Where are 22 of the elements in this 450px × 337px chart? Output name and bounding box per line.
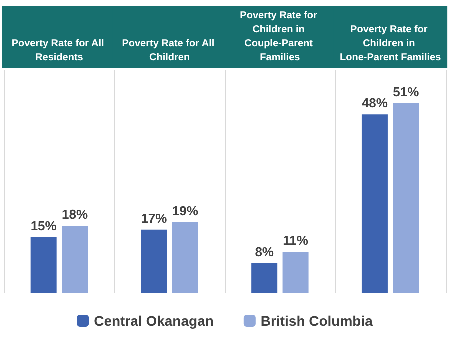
x-tick-label: Poverty Rate for Children in Lone-Parent Families (340, 24, 442, 64)
data-label: 17% (141, 210, 168, 226)
bar (62, 226, 88, 293)
data-label: 15% (30, 218, 58, 234)
data-label: 51% (393, 84, 420, 100)
legend-label: British Columbia (260, 313, 374, 329)
bar (362, 114, 388, 293)
bar (30, 237, 57, 293)
bar (141, 230, 168, 293)
bar (172, 222, 198, 293)
data-label: 18% (62, 207, 88, 222)
data-label: 11% (283, 233, 309, 248)
x-tick-label: Poverty Rate for All Children (122, 38, 218, 64)
data-label: 8% (255, 244, 274, 260)
data-label: 48% (362, 96, 388, 111)
bar (282, 252, 309, 293)
legend-label: Central Okanagan (94, 313, 214, 329)
bar (252, 263, 278, 293)
x-tick-label: Poverty Rate for Children in Couple-Parent Families (240, 10, 320, 64)
data-label: 19% (172, 203, 199, 218)
x-tick-label: Poverty Rate for All Residents (12, 38, 108, 64)
bar (393, 103, 420, 293)
